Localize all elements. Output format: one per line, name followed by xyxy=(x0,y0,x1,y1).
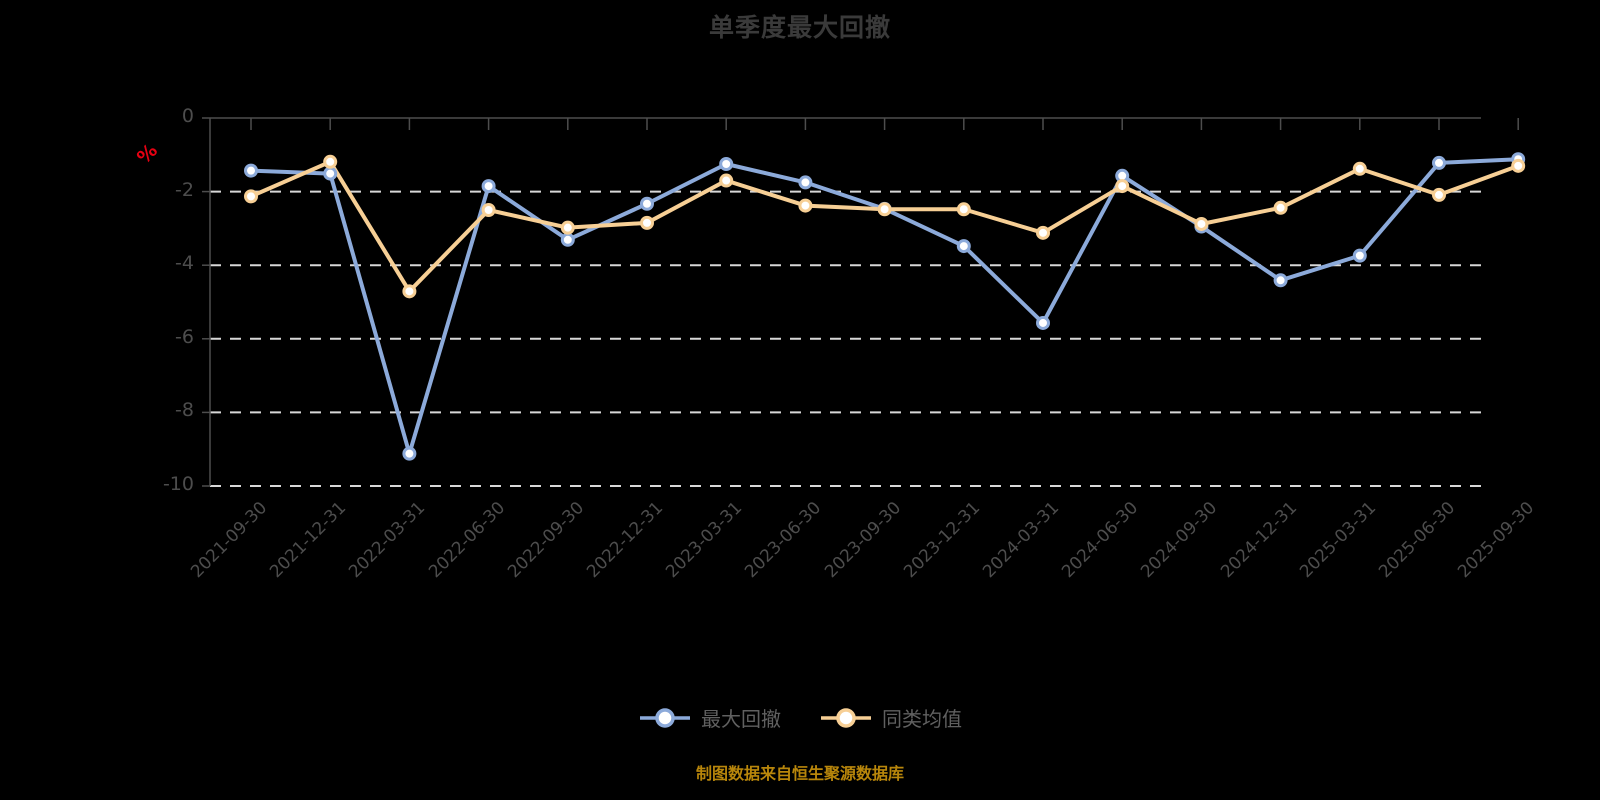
data-point-marker[interactable] xyxy=(1115,179,1130,194)
data-point-marker[interactable] xyxy=(719,157,734,171)
y-axis-tick-label: -6 xyxy=(175,325,194,348)
data-point-marker[interactable] xyxy=(956,202,971,217)
data-point-marker[interactable] xyxy=(719,173,734,188)
data-point-marker[interactable] xyxy=(798,175,813,190)
data-point-marker[interactable] xyxy=(1432,187,1446,202)
data-point-marker[interactable] xyxy=(1352,248,1367,263)
data-point-marker[interactable] xyxy=(402,446,417,461)
data-point-marker[interactable] xyxy=(1036,225,1050,240)
legend-item-2[interactable]: 同类均值 xyxy=(819,703,962,732)
y-axis-tick-label: -4 xyxy=(175,252,194,275)
legend-item-label: 同类均值 xyxy=(882,707,962,731)
data-point-marker[interactable] xyxy=(877,202,892,217)
data-point-marker[interactable] xyxy=(402,284,417,299)
data-point-marker[interactable] xyxy=(640,215,654,230)
y-axis-tick-label: -10 xyxy=(162,473,194,495)
legend-item-label: 最大回撤 xyxy=(701,707,781,731)
chart-source-note: 制图数据来自恒生聚源数据库 xyxy=(695,764,904,783)
data-point-marker[interactable] xyxy=(323,166,338,181)
data-point-marker[interactable] xyxy=(560,220,575,235)
data-point-marker[interactable] xyxy=(560,232,575,247)
data-point-marker[interactable] xyxy=(1036,315,1050,330)
data-point-marker[interactable] xyxy=(323,154,338,169)
data-point-marker[interactable] xyxy=(1432,155,1446,170)
y-axis-tick-label: 0 xyxy=(181,105,194,127)
chart-title: 单季度最大回撤 xyxy=(708,13,891,42)
data-point-marker[interactable] xyxy=(1352,161,1367,176)
data-point-marker[interactable] xyxy=(481,203,496,217)
y-axis-tick-label: -8 xyxy=(175,399,194,422)
legend-marker-icon xyxy=(821,707,871,728)
legend-item-1[interactable]: 最大回撤 xyxy=(638,703,781,732)
data-point-marker[interactable] xyxy=(244,163,258,178)
data-point-marker[interactable] xyxy=(1273,273,1288,288)
data-point-marker[interactable] xyxy=(956,239,971,254)
data-point-marker[interactable] xyxy=(481,179,496,194)
y-axis-tick-label: -2 xyxy=(175,178,194,201)
legend-marker-icon xyxy=(640,707,690,728)
data-point-marker[interactable] xyxy=(1194,216,1209,231)
data-point-marker[interactable] xyxy=(1273,200,1288,215)
chart-legend: 最大回撤 同类均值 xyxy=(0,703,1600,732)
data-point-marker[interactable] xyxy=(1511,158,1526,173)
series-line-2 xyxy=(249,159,1521,294)
data-point-marker[interactable] xyxy=(798,198,813,213)
data-point-marker[interactable] xyxy=(244,189,258,204)
data-point-marker[interactable] xyxy=(640,196,654,211)
